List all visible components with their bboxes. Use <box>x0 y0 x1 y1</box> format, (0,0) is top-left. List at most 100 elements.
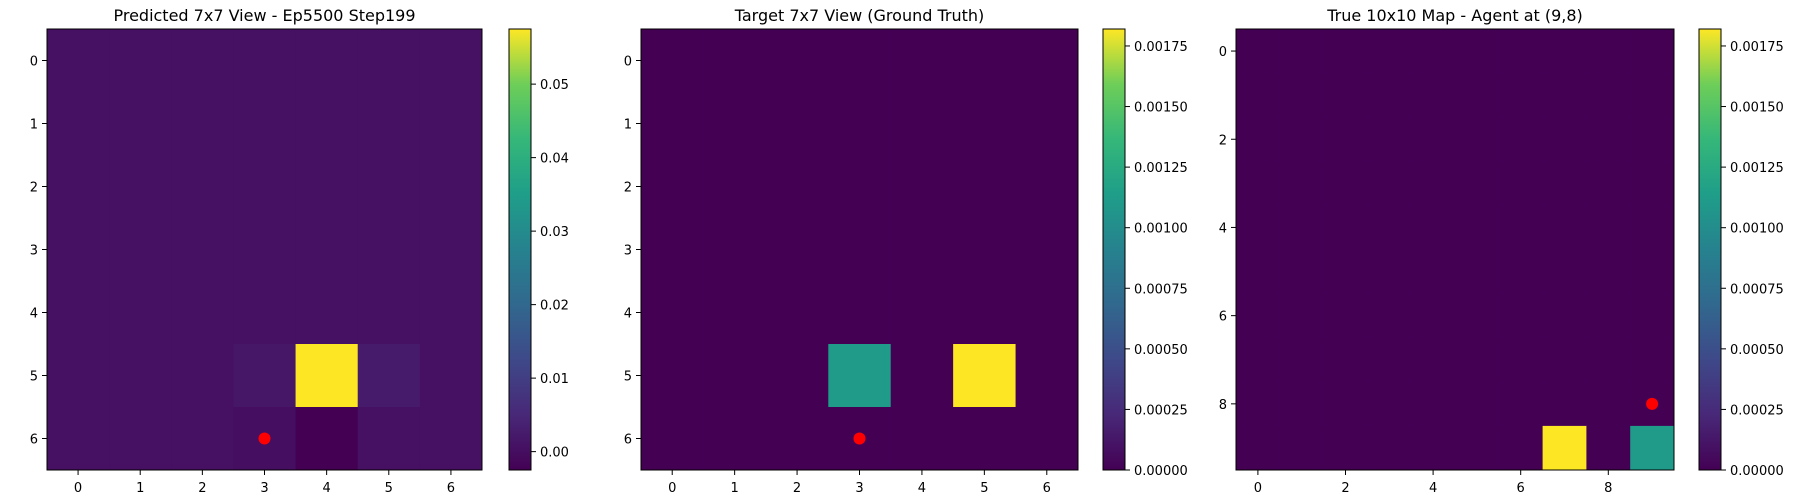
heatmap-cell <box>109 407 172 471</box>
y-tick-label: 1 <box>30 118 38 133</box>
heatmap-cell <box>1586 205 1631 250</box>
heatmap-cell <box>357 29 421 93</box>
x-tick-label: 2 <box>1341 481 1349 496</box>
heatmap-cell <box>1455 117 1500 162</box>
heatmap-cell <box>1455 249 1500 295</box>
heatmap-cell <box>703 344 767 408</box>
heatmap-cell <box>1586 73 1631 118</box>
heatmap-panel-3: True 10x10 Map - Agent at (9,8) 0 2 4 6 8 0 2 4 6… <box>1219 6 1784 496</box>
heatmap-cell <box>1542 249 1587 295</box>
heatmap-cell <box>109 218 172 282</box>
heatmap-cell <box>765 344 829 408</box>
heatmap-cell <box>419 155 483 219</box>
colorbar-tick-label: 0.00175 <box>1730 40 1784 55</box>
heatmap-cell <box>1455 425 1500 471</box>
heatmap-cell <box>47 281 110 345</box>
agent-marker <box>258 432 271 445</box>
heatmap-cell <box>1279 117 1325 162</box>
heatmap-cell <box>233 218 297 282</box>
y-tick-label: 8 <box>1219 398 1227 413</box>
heatmap-cell <box>1279 249 1325 295</box>
heatmap-cell <box>953 92 1017 156</box>
heatmap-cell <box>47 218 110 282</box>
heatmap-cell <box>1015 344 1079 408</box>
heatmap-cell <box>1279 381 1325 427</box>
heatmap-cell <box>295 92 359 156</box>
x-tick-label: 6 <box>1517 481 1525 496</box>
heatmap-cell <box>357 92 421 156</box>
heatmap-cell <box>357 218 421 282</box>
heatmap-cell <box>1586 337 1631 383</box>
heatmap-cell <box>1323 117 1368 162</box>
heatmap-cell <box>419 92 483 156</box>
heatmap-cell <box>765 281 829 345</box>
colorbar-tick-label: 0.00075 <box>1730 282 1784 297</box>
heatmap-cell <box>1367 293 1412 339</box>
heatmap-cell <box>703 29 767 93</box>
heatmap-cell <box>171 29 234 93</box>
heatmap-cell <box>295 29 359 93</box>
colorbar-tick-label: 0.05 <box>540 78 569 93</box>
heatmap-cell <box>47 155 110 219</box>
heatmap-cell <box>233 29 297 93</box>
heatmap-cell <box>1323 293 1368 339</box>
heatmap-cell <box>1586 249 1631 295</box>
colorbar <box>1102 28 1126 471</box>
heatmap-cell <box>1542 337 1587 383</box>
heatmap-cell <box>641 407 704 471</box>
colorbar-tick-label: 0.00100 <box>1730 222 1784 237</box>
heatmap-cell <box>233 344 297 408</box>
heatmap-cell <box>1630 205 1675 250</box>
heatmap-cell <box>1236 337 1281 383</box>
heatmap-cell <box>765 155 829 219</box>
colorbar-tick-label: 0.00050 <box>1730 343 1784 358</box>
heatmap-cell <box>1586 381 1631 427</box>
heatmap-cell <box>295 344 359 408</box>
heatmap-cell <box>1279 337 1325 383</box>
heatmap-cell <box>1323 425 1368 471</box>
heatmap-cell <box>1367 117 1412 162</box>
heatmap-cell <box>828 281 892 345</box>
heatmap-cell <box>765 29 829 93</box>
heatmap-cell <box>828 218 892 282</box>
heatmap-cell <box>1015 155 1079 219</box>
heatmap-cell <box>1542 117 1587 162</box>
heatmap-cell <box>1323 249 1368 295</box>
heatmap-cell <box>1279 73 1325 118</box>
heatmap-cell <box>1586 293 1631 339</box>
heatmap-cell <box>171 281 234 345</box>
x-tick-label: 5 <box>980 481 988 496</box>
heatmap-cell <box>233 281 297 345</box>
x-tick-label: 0 <box>1254 481 1262 496</box>
heatmap-cell <box>1236 249 1281 295</box>
heatmap-cell <box>295 218 359 282</box>
heatmap-cell <box>1015 92 1079 156</box>
chart-title: True 10x10 Map - Agent at (9,8) <box>1326 6 1583 25</box>
heatmap-cell <box>1455 293 1500 339</box>
heatmap-cell <box>641 281 704 345</box>
colorbar-tick-label: 0.00000 <box>1730 464 1784 479</box>
heatmap-cell <box>1279 161 1325 206</box>
heatmap-cell <box>357 155 421 219</box>
heatmap-cell <box>1015 407 1079 471</box>
x-tick-label: 4 <box>323 481 331 496</box>
heatmap-cell <box>419 29 483 93</box>
heatmap-cell <box>109 281 172 345</box>
heatmap-cell <box>1498 425 1544 471</box>
colorbar-tick-label: 0.00000 <box>1134 464 1188 479</box>
heatmap-cell <box>109 344 172 408</box>
heatmap-cell <box>171 218 234 282</box>
y-tick-label: 0 <box>30 55 38 70</box>
heatmap-cell <box>641 155 704 219</box>
heatmap-cell <box>1015 218 1079 282</box>
heatmap-cell <box>1236 161 1281 206</box>
chart-title: Target 7x7 View (Ground Truth) <box>734 6 985 25</box>
y-tick-label: 4 <box>1219 221 1227 236</box>
heatmap-cell <box>1411 73 1456 118</box>
heatmap-cell <box>828 155 892 219</box>
heatmap-cell <box>1236 205 1281 250</box>
y-tick-label: 2 <box>624 181 632 196</box>
heatmap-cell <box>1367 425 1412 471</box>
heatmap-cell <box>419 407 483 471</box>
heatmap-cell <box>1323 337 1368 383</box>
